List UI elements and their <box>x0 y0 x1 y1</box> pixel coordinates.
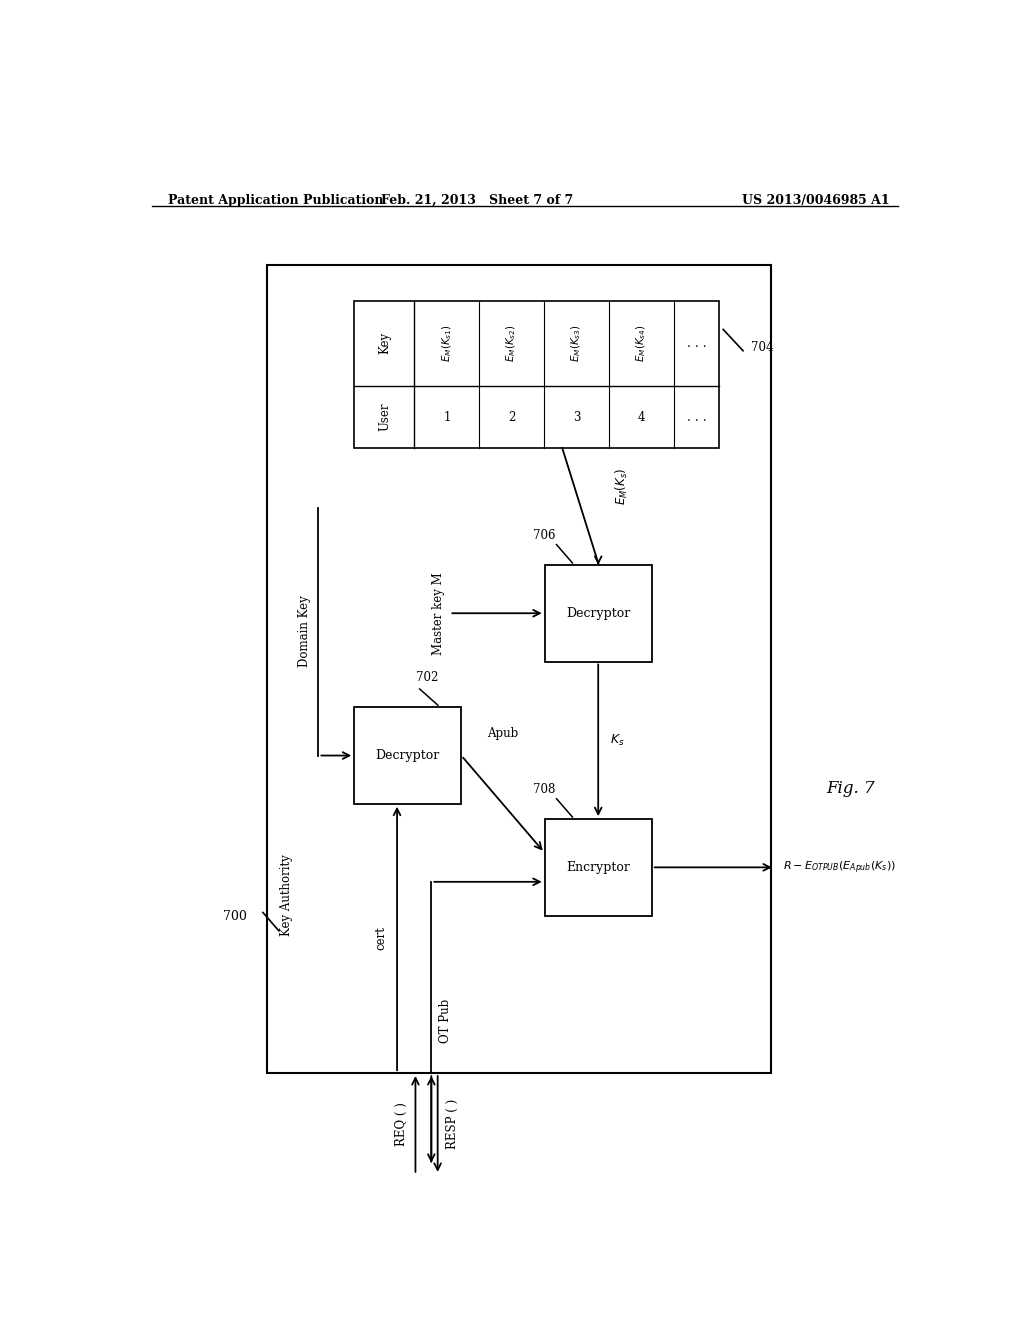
Text: 704: 704 <box>751 341 773 354</box>
Bar <box>354 708 461 804</box>
Text: $R - E_{OTPUB}(E_{Apub}(K_s))$: $R - E_{OTPUB}(E_{Apub}(K_s))$ <box>782 859 896 875</box>
Text: Fig. 7: Fig. 7 <box>826 780 874 797</box>
Text: $E_M(K_{s3})$: $E_M(K_{s3})$ <box>569 325 584 362</box>
Text: Encryptor: Encryptor <box>566 861 630 874</box>
Text: Feb. 21, 2013   Sheet 7 of 7: Feb. 21, 2013 Sheet 7 of 7 <box>381 194 573 207</box>
Bar <box>545 565 652 661</box>
Text: $K_s$: $K_s$ <box>610 733 625 748</box>
Text: OT Pub: OT Pub <box>439 998 453 1043</box>
Text: Patent Application Publication: Patent Application Publication <box>168 194 383 207</box>
Bar <box>354 301 719 447</box>
Text: 1: 1 <box>443 411 451 424</box>
Text: REQ ( ): REQ ( ) <box>394 1102 408 1146</box>
Text: cert: cert <box>375 927 387 950</box>
Bar <box>267 265 771 1073</box>
Text: Key Authority: Key Authority <box>281 854 293 936</box>
Text: Apub: Apub <box>487 727 518 741</box>
Text: $E_M(K_{s1})$: $E_M(K_{s1})$ <box>440 325 454 362</box>
Text: 702: 702 <box>417 671 438 684</box>
Bar <box>545 818 652 916</box>
Text: Decryptor: Decryptor <box>376 748 440 762</box>
Text: $E_M(K_s)$: $E_M(K_s)$ <box>614 467 630 504</box>
Text: 4: 4 <box>638 411 645 424</box>
Text: $E_M(K_{s2})$: $E_M(K_{s2})$ <box>505 325 518 362</box>
Text: . . .: . . . <box>687 337 707 350</box>
Text: 2: 2 <box>508 411 515 424</box>
Text: . . .: . . . <box>687 411 707 424</box>
Text: RESP ( ): RESP ( ) <box>445 1098 459 1150</box>
Text: Key: Key <box>378 333 391 355</box>
Text: $E_M(K_{s4})$: $E_M(K_{s4})$ <box>635 325 648 362</box>
Text: 706: 706 <box>534 528 556 541</box>
Text: Master key M: Master key M <box>432 572 445 655</box>
Text: 700: 700 <box>223 909 247 923</box>
Text: User: User <box>378 403 391 432</box>
Text: Domain Key: Domain Key <box>298 595 310 668</box>
Text: 3: 3 <box>572 411 581 424</box>
Text: US 2013/0046985 A1: US 2013/0046985 A1 <box>742 194 890 207</box>
Text: 708: 708 <box>534 783 556 796</box>
Text: Decryptor: Decryptor <box>566 607 631 619</box>
